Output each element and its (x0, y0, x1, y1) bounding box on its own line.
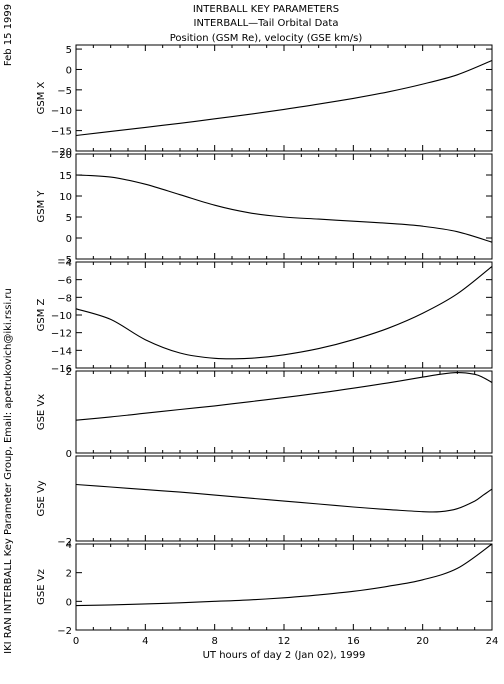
x-axis-label: UT hours of day 2 (Jan 02), 1999 (203, 650, 366, 661)
y-tick-label: −5 (57, 255, 72, 266)
panel-frame (75, 370, 493, 454)
x-tick-label: 8 (211, 636, 217, 647)
y-tick-label: 0 (66, 65, 72, 76)
x-tick-label: 12 (278, 636, 291, 647)
series-line-gse-vz (75, 543, 493, 607)
y-axis-label: GSE Vx (36, 394, 47, 430)
y-tick-label: −10 (51, 311, 72, 322)
y-tick-label: 0 (66, 234, 72, 245)
panel-frame (75, 153, 493, 260)
y-tick-label: −5 (57, 86, 72, 97)
y-axis-label: GSE Vy (36, 480, 47, 516)
panel-frame (75, 261, 493, 369)
x-tick-label: 16 (347, 636, 360, 647)
y-tick-label: 4 (66, 540, 72, 551)
panel-frame (75, 543, 493, 631)
y-axis-label: GSM X (36, 81, 47, 114)
y-tick-label: 2 (66, 569, 72, 580)
panel-frame (75, 455, 493, 542)
y-tick-label: 10 (59, 192, 72, 203)
y-tick-label: −15 (51, 127, 72, 138)
y-tick-label: −10 (51, 106, 72, 117)
y-axis-label: GSM Z (36, 298, 47, 331)
series-line-gsm-y (75, 174, 493, 243)
y-tick-label: −16 (51, 364, 72, 375)
chart-title: INTERBALL KEY PARAMETERS (193, 4, 339, 15)
y-tick-label: −12 (51, 329, 72, 340)
x-tick-label: 20 (416, 636, 429, 647)
y-tick-label: −6 (57, 276, 72, 287)
y-tick-label: −8 (57, 293, 72, 304)
y-tick-label: −20 (51, 147, 72, 158)
series-line-gse-vy (75, 483, 493, 513)
panel-frame (75, 44, 493, 152)
credit-label: IKI RAN INTERBALL Key Parameter Group, E… (3, 288, 14, 654)
series-line-gsm-z (75, 265, 493, 360)
date-label: Feb 15 1999 (3, 4, 14, 66)
y-tick-label: −2 (57, 626, 72, 637)
y-tick-label: 2 (66, 367, 72, 378)
y-tick-label: −2 (57, 537, 72, 548)
series-line-gsm-x (75, 59, 493, 137)
y-tick-label: 15 (59, 171, 72, 182)
y-tick-label: −4 (57, 258, 72, 269)
y-tick-label: 5 (66, 45, 72, 56)
y-tick-label: 0 (66, 597, 72, 608)
y-tick-label: −14 (51, 346, 72, 357)
series-line-gse-vx (75, 372, 493, 421)
x-tick-label: 0 (73, 636, 79, 647)
x-tick-label: 4 (142, 636, 148, 647)
y-tick-label: 0 (66, 449, 72, 460)
x-tick-label: 24 (486, 636, 499, 647)
y-tick-label: 5 (66, 213, 72, 224)
y-axis-label: GSM Y (36, 190, 47, 223)
y-axis-label: GSE Vz (36, 569, 47, 605)
chart-subtitle: INTERBALL—Tail Orbital Data (194, 18, 339, 29)
chart-subtitle-2: Position (GSM Re), velocity (GSE km/s) (170, 33, 363, 44)
y-tick-label: 20 (59, 150, 72, 161)
